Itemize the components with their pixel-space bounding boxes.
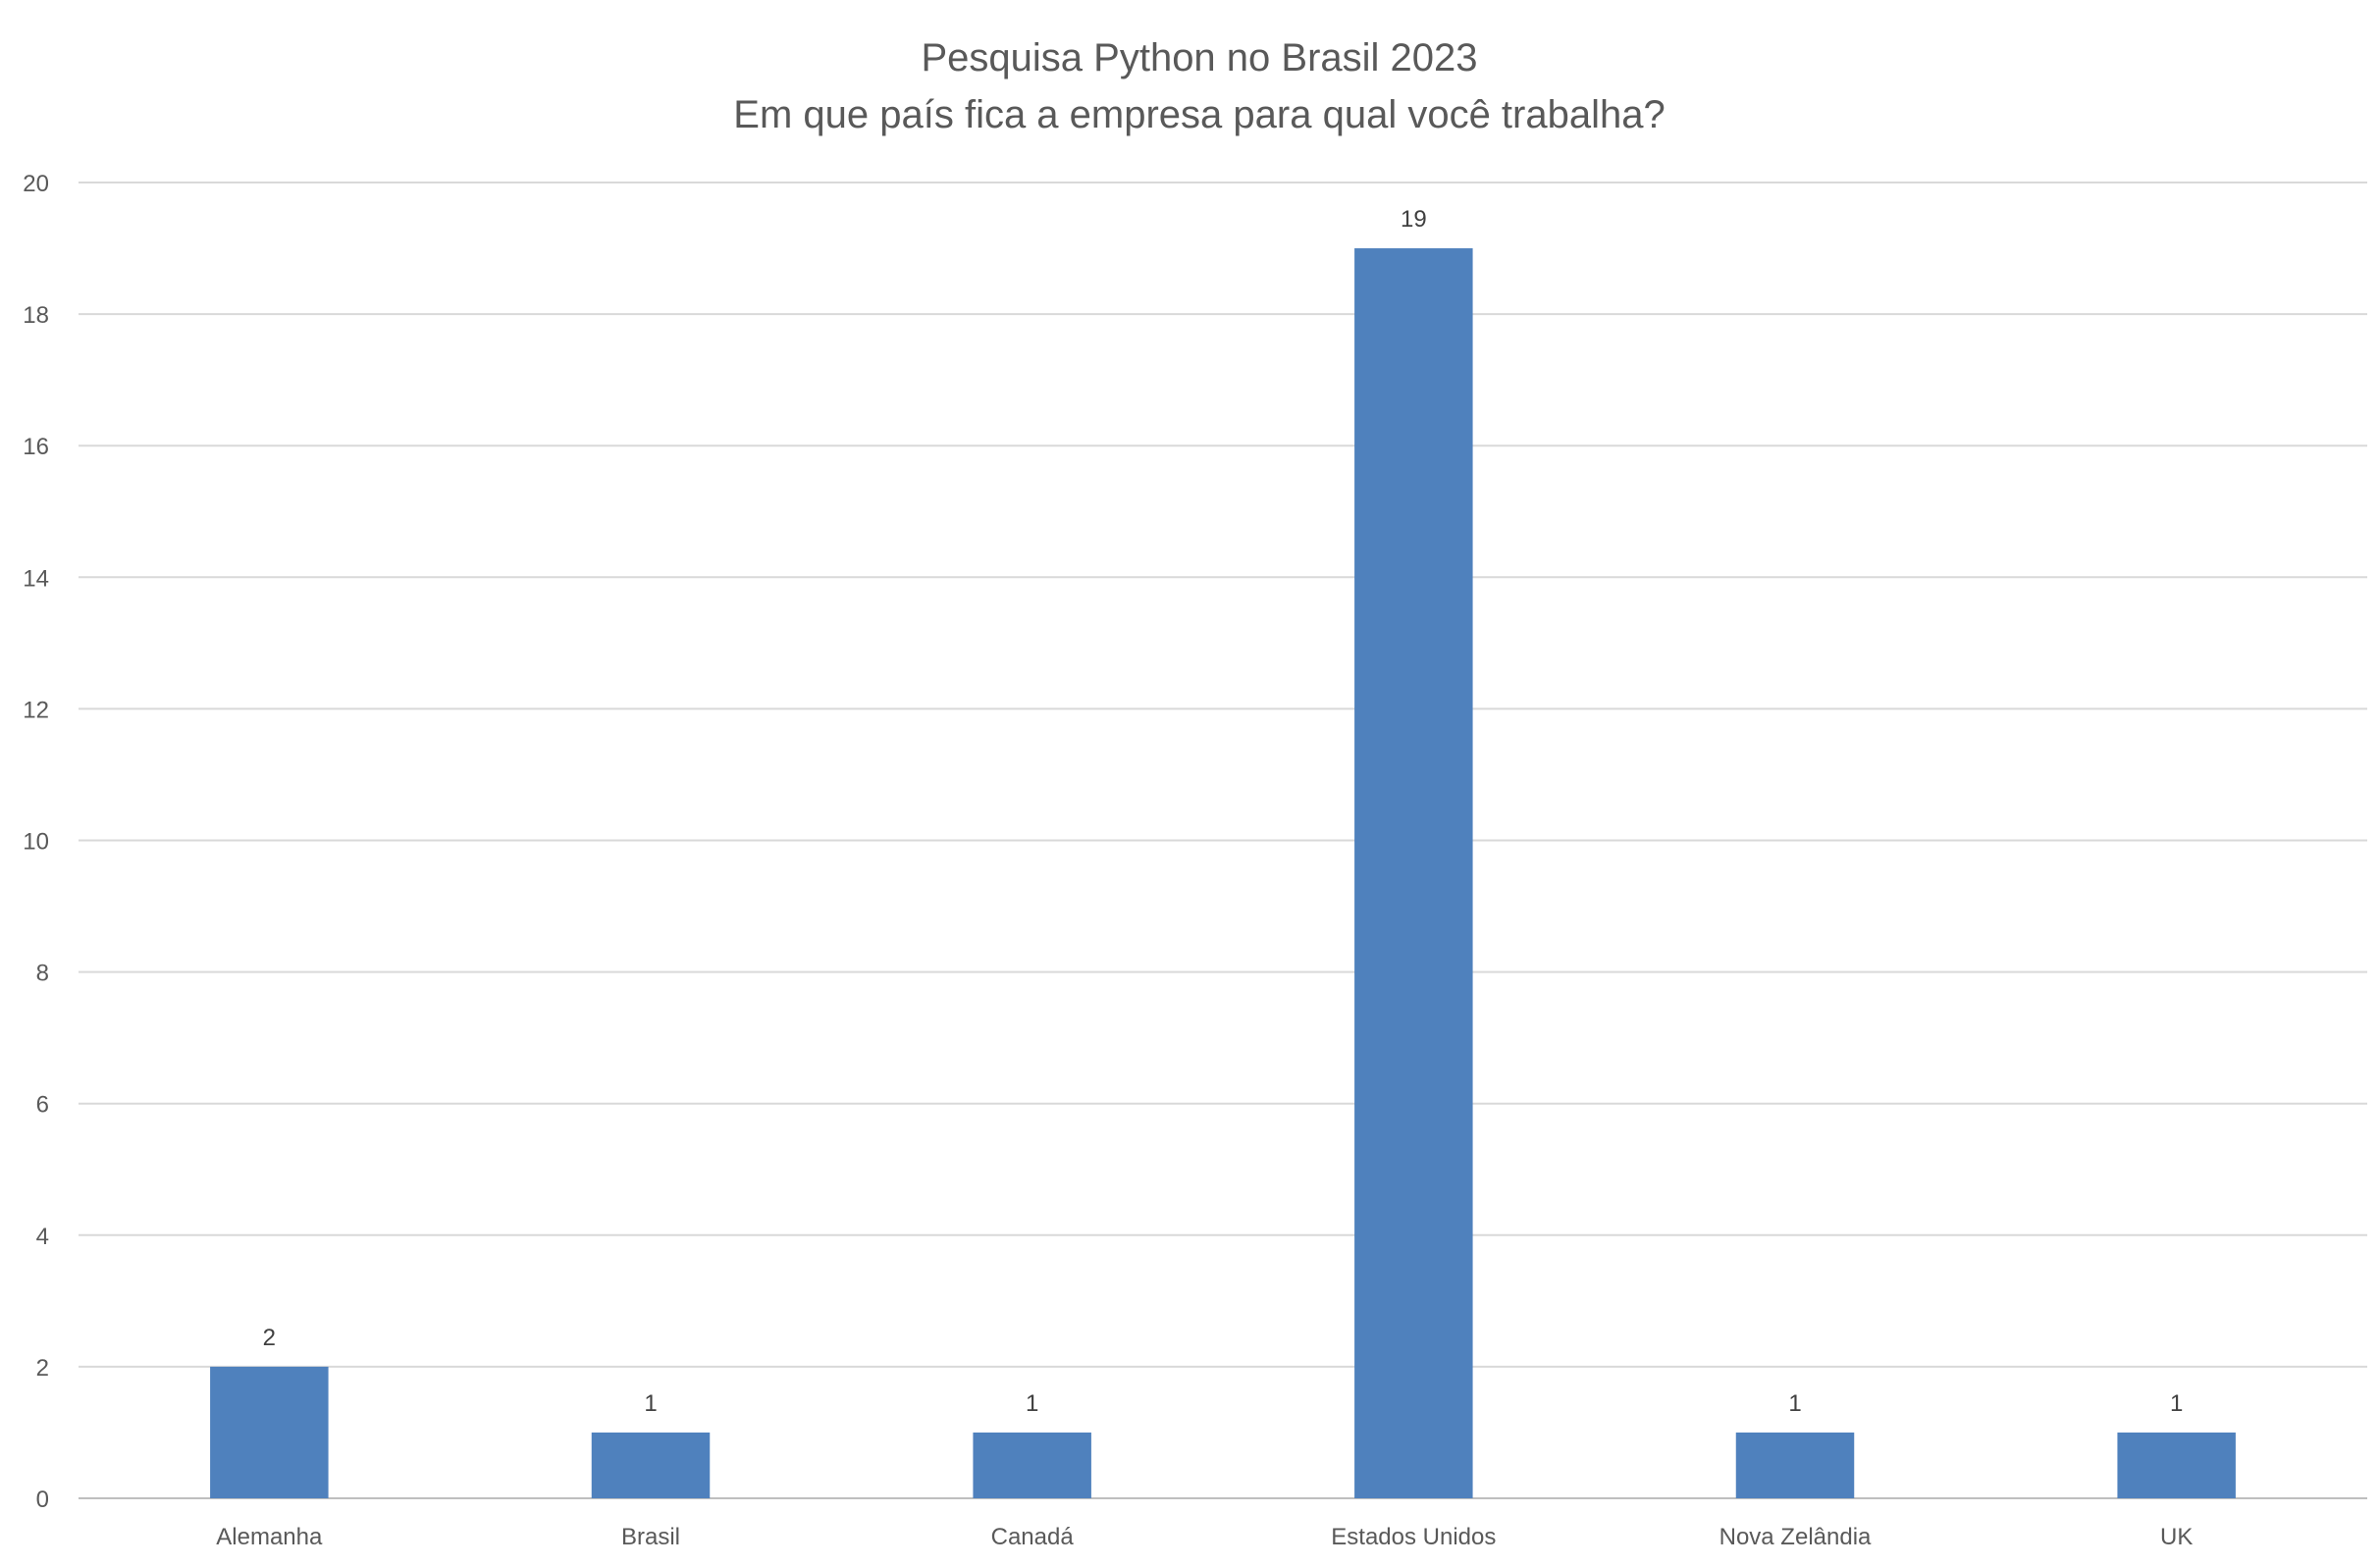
bar-value-label: 19: [1401, 206, 1427, 233]
bar-value-label: 1: [1788, 1390, 1801, 1417]
y-tick-label: 2: [36, 1355, 49, 1382]
y-tick-label: 18: [23, 302, 49, 329]
x-axis: Alemanha Brasil Canadá Estados Unidos Nova Z…: [216, 1524, 2193, 1550]
bar: [591, 1432, 711, 1498]
y-tick-label: 0: [36, 1487, 49, 1513]
y-tick-label: 12: [23, 697, 49, 723]
x-category-label: Canadá: [991, 1524, 1075, 1550]
y-tick-label: 16: [23, 434, 49, 460]
bar: [1354, 248, 1473, 1498]
y-tick-label: 4: [36, 1224, 49, 1250]
bar-value-label: 1: [2170, 1390, 2183, 1417]
x-category-label: Nova Zelândia: [1719, 1524, 1872, 1550]
y-tick-label: 6: [36, 1092, 49, 1119]
gridlines: [79, 182, 2367, 1499]
bar-value-label: 2: [263, 1325, 276, 1351]
x-category-label: UK: [2160, 1524, 2193, 1550]
data-labels: 2 1 1 19 1 1: [263, 206, 2184, 1417]
y-tick-label: 8: [36, 961, 49, 987]
x-category-label: Brasil: [621, 1524, 680, 1550]
x-category-label: Estados Unidos: [1331, 1524, 1496, 1550]
y-tick-label: 10: [23, 829, 49, 856]
chart-title: Pesquisa Python no Brasil 2023: [921, 36, 1477, 79]
y-tick-label: 14: [23, 565, 49, 592]
x-category-label: Alemanha: [216, 1524, 323, 1550]
chart-subtitle: Em que país fica a empresa para qual voc…: [733, 93, 1665, 136]
bar-value-label: 1: [644, 1390, 657, 1417]
bar-value-label: 1: [1026, 1390, 1038, 1417]
bar: [973, 1432, 1091, 1498]
y-axis: 0 2 4 6 8 10 12 14 16 18 20: [23, 171, 49, 1513]
bar: [2117, 1432, 2236, 1498]
bars: [210, 248, 2236, 1498]
y-tick-label: 20: [23, 171, 49, 197]
bar: [210, 1366, 329, 1498]
bar: [1735, 1432, 1855, 1498]
